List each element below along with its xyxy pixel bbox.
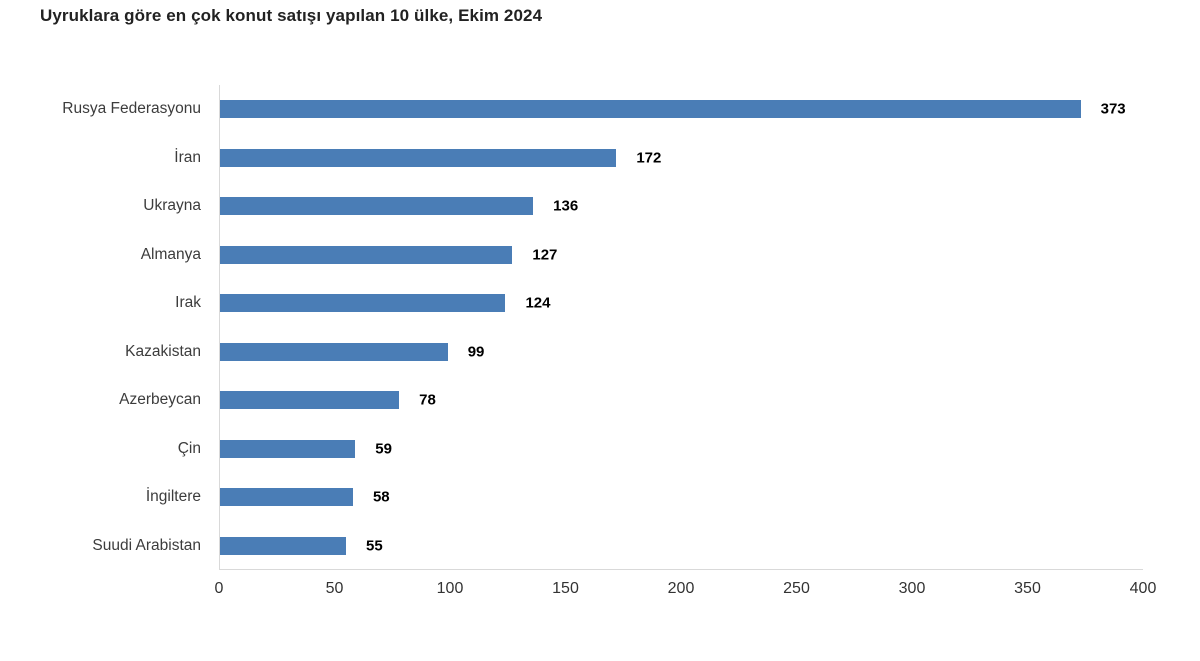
bar-row: İran 172 xyxy=(0,134,1200,183)
x-axis: 0 50 100 150 200 250 300 350 400 xyxy=(215,570,1157,612)
chart-area: Rusya Federasyonu 373 İran 172 Ukrayna 136 Alm… xyxy=(0,85,1200,612)
bar-row: Kazakistan 99 xyxy=(0,328,1200,377)
bar-track: 55 xyxy=(219,522,1143,571)
value-label: 127 xyxy=(532,246,558,264)
category-label: Azerbeycan xyxy=(119,391,201,409)
category-label: Suudi Arabistan xyxy=(92,536,201,554)
category-label: Rusya Federasyonu xyxy=(62,100,201,118)
bar-track: 99 xyxy=(219,328,1143,377)
bar-row: Irak 124 xyxy=(0,279,1200,328)
value-label: 99 xyxy=(467,343,485,361)
x-tick-label: 300 xyxy=(898,580,926,597)
bar-track: 59 xyxy=(219,425,1143,474)
bar xyxy=(219,536,347,555)
bar xyxy=(219,197,534,216)
bar-track: 124 xyxy=(219,279,1143,328)
value-label: 59 xyxy=(375,440,392,458)
x-tick-label: 250 xyxy=(783,580,810,597)
bar-row: İngiltere 58 xyxy=(0,473,1200,522)
bar-track: 127 xyxy=(219,231,1143,280)
value-label: 136 xyxy=(553,197,579,215)
bar-row: Almanya 127 xyxy=(0,231,1200,280)
bar-track: 78 xyxy=(219,376,1143,425)
plot-area: Rusya Federasyonu 373 İran 172 Ukrayna 136 Alm… xyxy=(0,85,1200,570)
x-tick-label: 100 xyxy=(436,580,464,597)
bar-track: 58 xyxy=(219,473,1143,522)
x-tick-label: 200 xyxy=(667,580,695,597)
bar-row: Azerbeycan 78 xyxy=(0,376,1200,425)
bar xyxy=(219,100,1081,119)
x-tick-label: 0 xyxy=(214,580,224,597)
bar xyxy=(219,488,353,507)
category-label: Ukrayna xyxy=(143,197,201,215)
bar-row: Ukrayna 136 xyxy=(0,182,1200,231)
category-label: Almanya xyxy=(140,245,201,263)
bar-row: Çin 59 xyxy=(0,425,1200,474)
bar xyxy=(219,342,448,361)
value-label: 55 xyxy=(366,537,383,555)
bar xyxy=(219,245,513,264)
value-label: 78 xyxy=(419,391,436,409)
bar xyxy=(219,148,617,167)
bar xyxy=(219,391,400,410)
value-label: 124 xyxy=(525,294,551,312)
bar-track: 373 xyxy=(219,85,1143,134)
category-label: Irak xyxy=(175,294,201,312)
bar-row: Suudi Arabistan 55 xyxy=(0,522,1200,571)
bar-track: 172 xyxy=(219,134,1143,183)
category-label: Kazakistan xyxy=(125,342,201,360)
bar xyxy=(219,439,356,458)
x-tick-label: 150 xyxy=(552,580,579,597)
bar-row: Rusya Federasyonu 373 xyxy=(0,85,1200,134)
value-label: 172 xyxy=(636,149,662,167)
category-label: Çin xyxy=(177,439,201,457)
bar-track: 136 xyxy=(219,182,1143,231)
x-tick-label: 400 xyxy=(1129,580,1157,597)
value-label: 58 xyxy=(372,488,390,506)
x-tick-label: 50 xyxy=(325,580,344,597)
value-label: 373 xyxy=(1100,100,1126,118)
bar xyxy=(219,294,506,313)
x-tick-label: 350 xyxy=(1014,580,1041,597)
chart-title: Uyruklara göre en çok konut satışı yapıl… xyxy=(40,6,543,25)
category-label: İran xyxy=(174,148,201,166)
category-label: İngiltere xyxy=(145,488,201,506)
